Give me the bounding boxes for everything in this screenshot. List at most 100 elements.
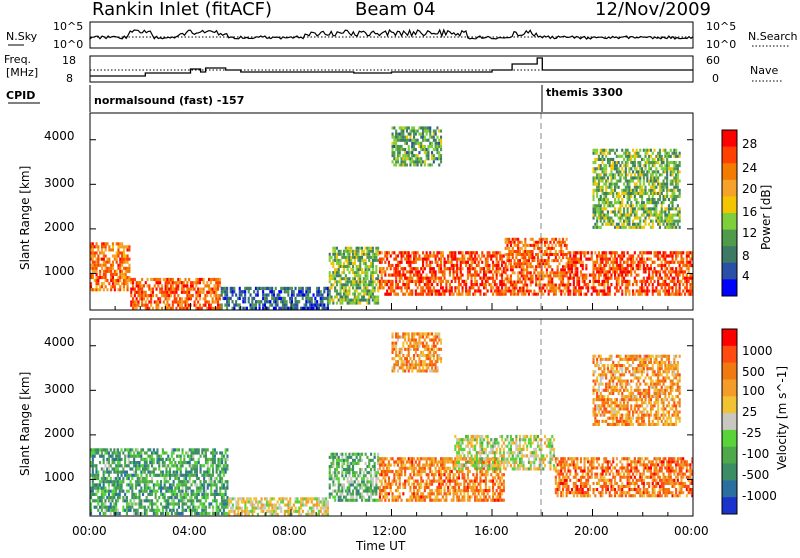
- power-cells-cell-6: [594, 264, 596, 267]
- power-cells-cell-8: [598, 189, 600, 192]
- vel-cells-cell-0: [182, 461, 184, 464]
- power-cells-cell-6: [666, 274, 668, 277]
- power-cells-cell-7: [393, 145, 395, 148]
- power-cells-cell-8: [630, 173, 632, 176]
- power-cells-cell-3: [350, 268, 352, 271]
- power-cells-cell-8: [596, 220, 598, 223]
- power-cells-cell-4: [454, 270, 456, 273]
- power-cells-cell-3: [352, 262, 354, 265]
- power-cells-cell-0: [99, 258, 101, 261]
- power-cells-cell-6: [585, 251, 587, 254]
- power-cells-cell-7: [422, 160, 424, 163]
- vel-cells-cell-0: [104, 480, 106, 483]
- power-cells-cell-4: [390, 267, 392, 270]
- power-cells-cell-5: [558, 256, 560, 259]
- power-cells-cell-3: [347, 250, 349, 253]
- power-cells-cell-8: [619, 170, 621, 173]
- vel-cells-cell-0: [203, 490, 205, 493]
- power-cells-cell-7: [395, 148, 397, 151]
- power-cells-cell-0: [119, 242, 121, 245]
- vel-cells-cell-0: [162, 471, 164, 474]
- power-cells-cell-6: [634, 293, 636, 296]
- power-cells-cell-4: [492, 251, 494, 254]
- power-cells-cell-7: [422, 148, 424, 151]
- power-cells-cell-3: [365, 268, 367, 271]
- power-cells-cell-4: [465, 261, 467, 264]
- vel-cells-cell-0: [203, 471, 205, 474]
- power-cells-cell-6: [652, 277, 654, 280]
- vel-cells-cell-0: [207, 464, 209, 467]
- vel-cells-cell-0: [119, 461, 121, 464]
- vel-cells-cell-0: [164, 493, 166, 496]
- power-cells-cell-4: [409, 264, 411, 267]
- power-cells-cell-6: [677, 277, 679, 280]
- power-cells-cell-5: [514, 250, 516, 253]
- power-cells-cell-4: [490, 286, 492, 289]
- power-cells-cell-3: [354, 271, 356, 274]
- power-cells-cell-8: [628, 204, 630, 207]
- power-cells-cell-8: [637, 201, 639, 204]
- vel-cells-cell-0: [165, 467, 167, 470]
- power-cells-cell-4: [383, 280, 385, 283]
- power-cells-cell-8: [657, 198, 659, 201]
- power-cells-cell-4: [406, 289, 408, 292]
- vel-cells-cell-0: [113, 509, 115, 512]
- power-cells-cell-7: [404, 160, 406, 163]
- power-cells-cell-8: [632, 164, 634, 167]
- power-cells-cell-6: [679, 264, 681, 267]
- power-cells-cell-4: [401, 277, 403, 280]
- nave-label: Nave: [750, 64, 778, 77]
- power-cells-cell-4: [458, 258, 460, 261]
- vel-cells-cell-0: [153, 458, 155, 461]
- power-cells-cell-1: [165, 297, 167, 300]
- vel-cells-cell-0: [212, 461, 214, 464]
- power-cells-cell-7: [399, 139, 401, 142]
- power-cells-cell-4: [426, 254, 428, 257]
- power-cells-cell-1: [161, 288, 163, 291]
- power-cells-cell-0: [94, 279, 96, 282]
- power-cells-cell-4: [456, 258, 458, 261]
- power-cells-cell-8: [603, 158, 605, 161]
- power-cells-cell-8: [600, 198, 602, 201]
- power-cells-cell-4: [384, 261, 386, 264]
- power-cells-cell-7: [409, 157, 411, 160]
- power-cells-cell-5: [506, 290, 508, 293]
- vel-cells-cell-0: [203, 496, 205, 499]
- power-cells-cell-1: [159, 288, 161, 291]
- power-cells-cell-2: [311, 300, 313, 303]
- power-cells-cell-8: [657, 220, 659, 223]
- power-cells-cell-5: [566, 262, 568, 265]
- power-cells-cell-1: [147, 294, 149, 297]
- power-cells-cell-3: [365, 274, 367, 277]
- power-cells-cell-3: [336, 256, 338, 259]
- vel-cells-cell-0: [156, 483, 158, 486]
- power-cells-cell-3: [366, 268, 368, 271]
- vel-cells-cell-0: [112, 458, 114, 461]
- power-cells-cell-2: [327, 287, 329, 290]
- power-cells-cell-4: [390, 254, 392, 257]
- power-cells-cell-7: [413, 154, 415, 157]
- power-cells-cell-4: [427, 280, 429, 283]
- vel-cells-cell-0: [205, 490, 207, 493]
- vel-cells-cell-0: [167, 487, 169, 490]
- power-cells-cell-2: [244, 293, 246, 296]
- power-cells-cell-5: [562, 256, 564, 259]
- power-cells-cell-1: [208, 288, 210, 291]
- power-cells-cell-2: [282, 300, 284, 303]
- vel-cells-cell-0: [153, 512, 155, 515]
- power-cells-cell-1: [156, 278, 158, 281]
- power-cells-cell-8: [600, 152, 602, 155]
- power-cells-cell-1: [174, 297, 176, 300]
- vel-cells-cell-0: [110, 448, 112, 451]
- power-cells-cell-3: [377, 299, 379, 302]
- power-cells-cell-1: [130, 294, 132, 297]
- power-cells-cell-4: [390, 264, 392, 267]
- vel-cells-cell-0: [95, 471, 97, 474]
- power-cells-cell-0: [110, 276, 112, 279]
- power-cells-cell-6: [619, 267, 621, 270]
- power-cells-cell-8: [659, 158, 661, 161]
- power-cells-cell-5: [541, 259, 543, 262]
- power-cells-cell-5: [512, 247, 514, 250]
- power-cells-cell-1: [163, 294, 165, 297]
- power-cells-cell-2: [235, 293, 237, 296]
